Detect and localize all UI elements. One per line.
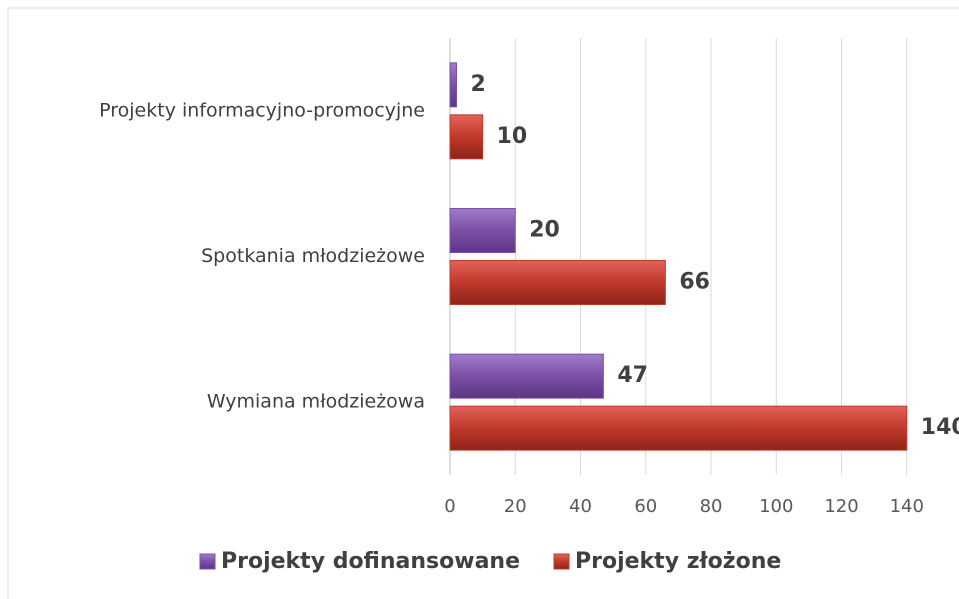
bar: [449, 62, 458, 108]
x-tick-label: 40: [569, 496, 592, 517]
x-tick-label: 140: [890, 496, 924, 517]
y-tick-label: Spotkania młodzieżowe: [201, 245, 425, 267]
data-label: 20: [529, 218, 560, 243]
bar: [449, 405, 908, 451]
x-tick-label: 20: [504, 496, 527, 517]
chart-frame: [7, 7, 959, 599]
x-tick-label: 100: [759, 496, 793, 517]
x-tick-label: 120: [824, 496, 858, 517]
bar: [449, 353, 604, 399]
x-tick-label: 80: [700, 496, 723, 517]
legend-label: Projekty złożone: [575, 549, 781, 574]
data-label: 47: [617, 363, 648, 388]
x-tick-label: 0: [444, 496, 455, 517]
y-tick-label: Wymiana młodzieżowa: [207, 391, 425, 413]
legend-swatch: [199, 553, 216, 570]
bar: [449, 260, 666, 305]
data-label: 66: [679, 270, 710, 295]
y-tick-label: Projekty informacyjno-promocyjne: [99, 99, 425, 121]
bar: [449, 114, 484, 160]
data-label: 10: [497, 124, 528, 149]
data-label: 2: [471, 72, 486, 97]
x-tick-label: 60: [634, 496, 657, 517]
legend-label: Projekty dofinansowane: [221, 549, 520, 574]
data-label: 140: [921, 415, 959, 440]
legend-swatch: [553, 553, 570, 570]
bar: [449, 208, 516, 253]
